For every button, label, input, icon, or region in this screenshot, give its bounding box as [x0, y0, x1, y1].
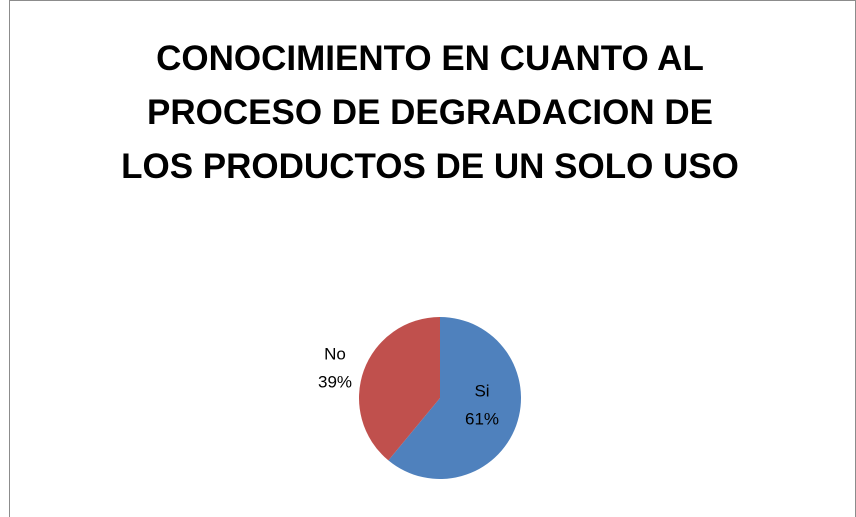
chart-title: CONOCIMIENTO EN CUANTO AL PROCESO DE DEG…: [121, 39, 739, 186]
slice-category-label: No: [324, 344, 346, 363]
pie-slice: [359, 317, 440, 461]
slice-value-label: 39%: [318, 372, 352, 391]
pie-slice: [388, 317, 522, 479]
slice-category-label: Si: [474, 381, 489, 400]
slice-value-label: 61%: [465, 409, 499, 428]
